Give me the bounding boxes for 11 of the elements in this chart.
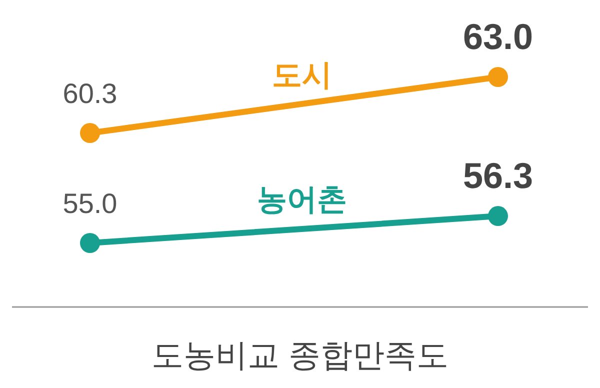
series-label: 농어촌 <box>257 184 347 217</box>
series-label: 도시 <box>272 59 332 92</box>
data-label: 56.3 <box>462 155 534 196</box>
point <box>80 233 100 253</box>
data-label: 63.0 <box>462 16 534 57</box>
point <box>80 123 100 144</box>
data-label: 60.3 <box>62 78 118 110</box>
x-axis-title: 도농비교 종합만족도 <box>152 337 448 373</box>
data-label: 55.0 <box>62 188 118 219</box>
point <box>488 206 508 226</box>
point <box>488 67 508 87</box>
